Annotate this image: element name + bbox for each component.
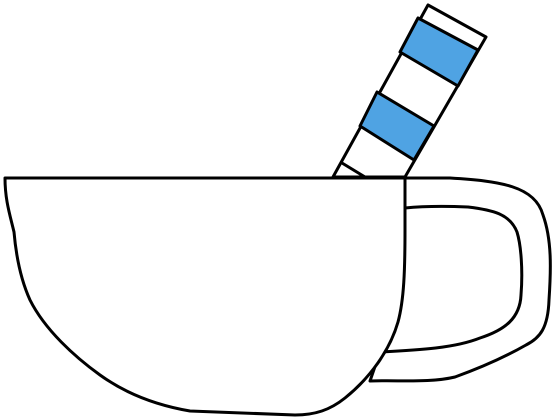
straw-icon (331, 3, 488, 179)
straw-stripe-middle (358, 90, 436, 162)
cup-handle-icon (368, 176, 552, 383)
straw-stripe-top (398, 16, 480, 88)
cup-icon (3, 176, 407, 417)
straw-stripe-bottom-line (341, 161, 366, 179)
